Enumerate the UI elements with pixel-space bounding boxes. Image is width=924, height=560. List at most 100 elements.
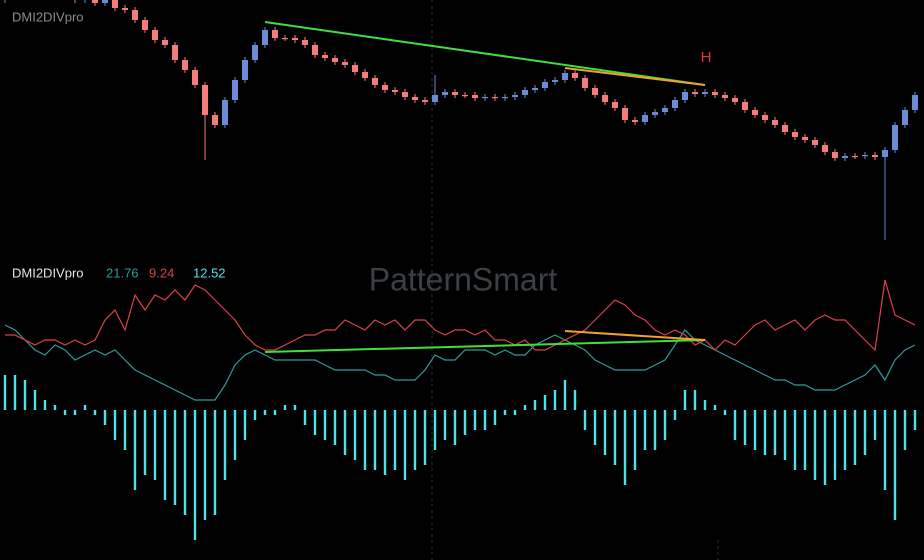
histogram-bar <box>313 410 317 435</box>
histogram-bar <box>513 410 517 415</box>
candle-body <box>902 110 908 125</box>
histogram-bar <box>23 380 27 410</box>
histogram-bar <box>193 410 197 540</box>
histogram-bar <box>443 410 447 440</box>
histogram-bar <box>593 410 597 445</box>
histogram-bar <box>763 410 767 455</box>
candle-body <box>442 92 448 95</box>
histogram-bar <box>433 410 437 450</box>
candle-body <box>872 155 878 157</box>
histogram-bar <box>703 400 707 410</box>
histogram-bar <box>223 410 227 480</box>
histogram-bar <box>843 410 847 470</box>
candle-body <box>322 55 328 58</box>
candle-body <box>692 92 698 94</box>
candle-body <box>212 115 218 125</box>
histogram-bar <box>693 390 697 410</box>
candle-body <box>742 102 748 110</box>
histogram-bar <box>563 380 567 410</box>
histogram-bar <box>73 410 77 415</box>
histogram-bar <box>103 410 107 425</box>
candle-body <box>462 95 468 97</box>
histogram-bar <box>653 410 657 450</box>
histogram-bar <box>743 410 747 445</box>
histogram-bar <box>273 410 277 415</box>
candle-body <box>582 78 588 88</box>
histogram-bar <box>773 410 777 455</box>
histogram-bar <box>683 390 687 410</box>
histogram-bar <box>783 410 787 460</box>
candle-body <box>612 102 618 108</box>
histogram-bar <box>543 395 547 410</box>
histogram-bar <box>853 410 857 465</box>
histogram-bar <box>503 410 507 415</box>
candle-body <box>142 20 148 30</box>
candle-body <box>622 108 628 120</box>
candle-body <box>792 132 798 137</box>
candle-body <box>492 97 498 99</box>
candle-body <box>292 38 298 40</box>
candle-body <box>232 80 238 100</box>
histogram-bar <box>293 405 297 410</box>
candle-body <box>92 0 98 3</box>
candle-body <box>862 155 868 157</box>
histogram-bar <box>673 410 677 420</box>
histogram-bar <box>13 375 17 410</box>
histogram-bar <box>523 405 527 410</box>
histogram-bar <box>893 410 897 520</box>
candle-body <box>702 92 708 94</box>
histogram-bar <box>813 410 817 480</box>
candle-body <box>852 156 858 158</box>
candle-body <box>472 95 478 98</box>
histogram-bar <box>93 410 97 415</box>
histogram-bar <box>133 410 137 490</box>
histogram-bar <box>363 410 367 470</box>
histogram-bar <box>733 410 737 440</box>
histogram-bar <box>33 390 37 410</box>
histogram-bar <box>493 410 497 425</box>
candle-body <box>722 95 728 98</box>
histogram-bar <box>113 410 117 440</box>
histogram-bar <box>873 410 877 440</box>
indicator-title: DMI2DIVpro <box>12 265 84 280</box>
candle-body <box>362 72 368 78</box>
candle-body <box>172 45 178 60</box>
histogram-bar <box>83 405 87 410</box>
trend-line <box>264 21 706 86</box>
candle-body <box>112 0 118 8</box>
histogram-bar <box>53 405 57 410</box>
histogram-bar <box>823 410 827 485</box>
histogram-bar <box>643 410 647 450</box>
histogram-bar <box>863 410 867 455</box>
candle-body <box>502 97 508 99</box>
candle-body <box>342 62 348 65</box>
candle-body <box>652 112 658 115</box>
candle-body <box>102 0 108 3</box>
histogram-bar <box>373 410 377 470</box>
candle-body <box>132 10 138 20</box>
candle-body <box>632 120 638 122</box>
candle-body <box>202 85 208 115</box>
candle-body <box>762 115 768 120</box>
candle-body <box>602 95 608 102</box>
candle-body <box>392 90 398 92</box>
indicator-line <box>5 279 916 352</box>
histogram-bar <box>243 410 247 440</box>
candle-body <box>382 85 388 90</box>
histogram-bar <box>793 410 797 470</box>
histogram-bar <box>253 410 257 420</box>
candle-body <box>882 150 888 157</box>
histogram-bar <box>333 410 337 445</box>
candle-body <box>412 97 418 100</box>
candle-body <box>892 125 898 150</box>
candle-body <box>182 60 188 70</box>
candle-body <box>242 60 248 80</box>
candle-body <box>482 97 488 99</box>
readout: 9.24 <box>149 265 174 280</box>
histogram-bar <box>883 410 887 490</box>
candle-body <box>282 38 288 40</box>
histogram-bar <box>283 405 287 410</box>
histogram-bar <box>633 410 637 470</box>
candle-body <box>312 45 318 55</box>
